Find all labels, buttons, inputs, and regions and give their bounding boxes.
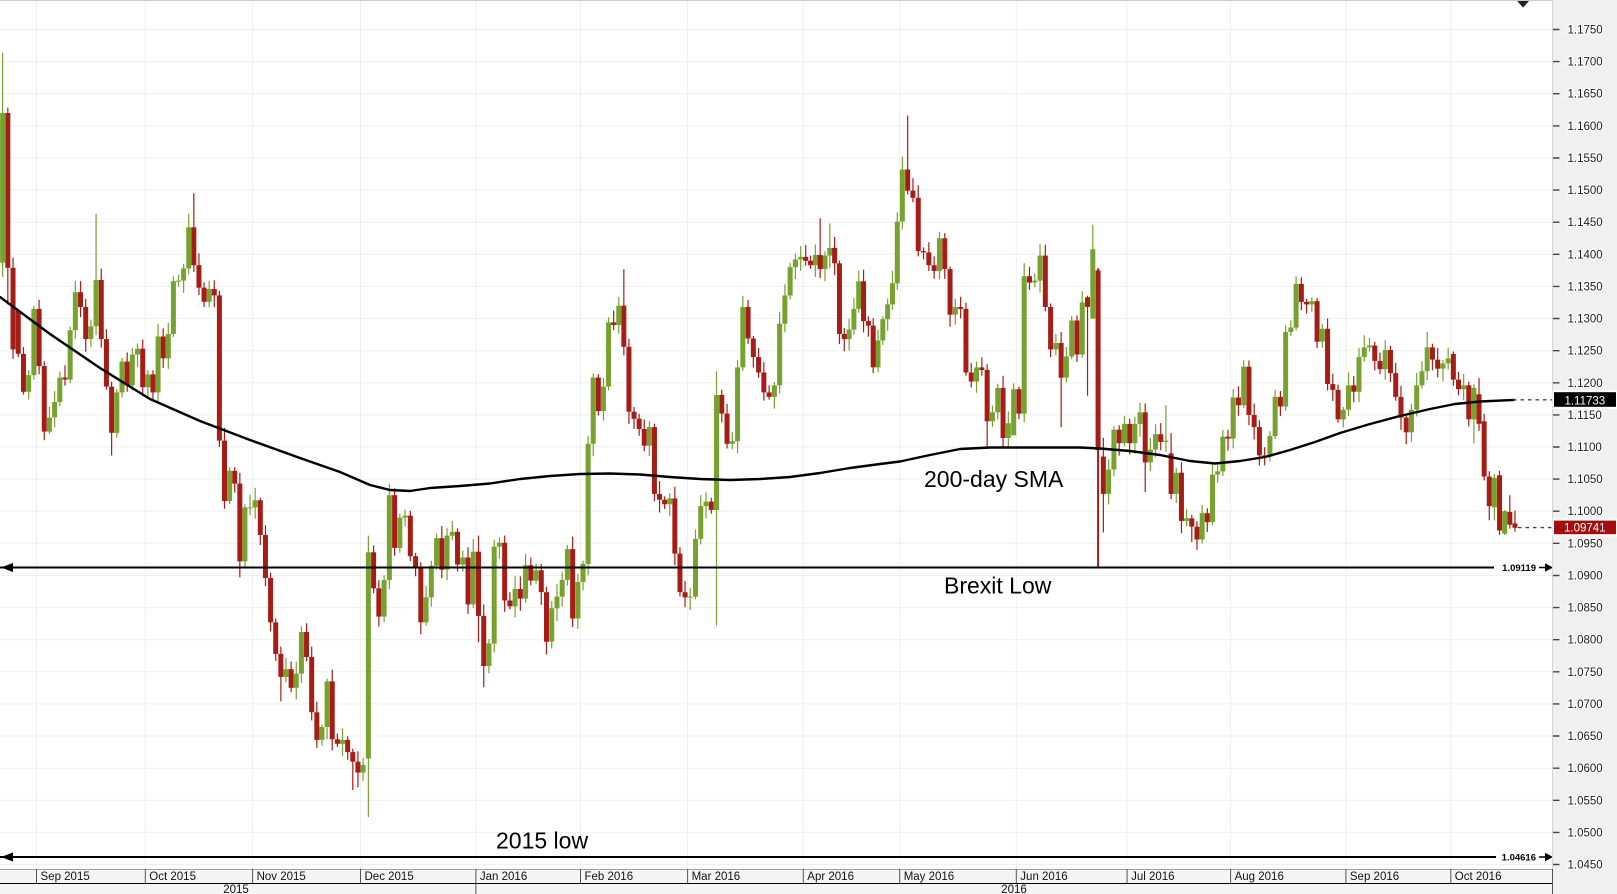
svg-text:1.09119: 1.09119 [1502, 563, 1536, 574]
svg-text:1.0500: 1.0500 [1568, 827, 1603, 839]
svg-text:1.0800: 1.0800 [1568, 635, 1603, 647]
svg-text:Oct 2016: Oct 2016 [1455, 871, 1502, 883]
svg-text:Sep 2015: Sep 2015 [41, 871, 90, 883]
svg-text:1.1450: 1.1450 [1568, 217, 1603, 229]
svg-text:1.0700: 1.0700 [1568, 699, 1603, 711]
svg-text:Brexit Low: Brexit Low [944, 573, 1052, 599]
svg-text:1.04616: 1.04616 [1502, 853, 1536, 864]
svg-text:Aug 2016: Aug 2016 [1235, 871, 1284, 883]
svg-text:1.1750: 1.1750 [1568, 25, 1603, 37]
svg-text:1.11733: 1.11733 [1564, 395, 1605, 407]
svg-text:1.1400: 1.1400 [1568, 249, 1603, 261]
svg-text:1.0900: 1.0900 [1568, 571, 1603, 583]
svg-text:Oct 2015: Oct 2015 [149, 871, 196, 883]
svg-text:2015: 2015 [223, 884, 249, 894]
svg-text:May 2016: May 2016 [904, 871, 955, 883]
svg-text:1.1350: 1.1350 [1568, 281, 1603, 293]
svg-text:1.1600: 1.1600 [1568, 121, 1603, 133]
svg-text:Jun 2016: Jun 2016 [1020, 871, 1067, 883]
svg-text:1.0750: 1.0750 [1568, 667, 1603, 679]
svg-text:1.0850: 1.0850 [1568, 603, 1603, 615]
svg-text:1.1100: 1.1100 [1568, 442, 1602, 454]
svg-text:2015 low: 2015 low [496, 828, 588, 854]
svg-text:Apr 2016: Apr 2016 [807, 871, 854, 883]
svg-text:1.1150: 1.1150 [1568, 410, 1602, 422]
svg-text:Nov 2015: Nov 2015 [257, 871, 306, 883]
svg-text:1.1050: 1.1050 [1568, 474, 1603, 486]
svg-text:Sep 2016: Sep 2016 [1350, 871, 1399, 883]
svg-text:2016: 2016 [1001, 884, 1027, 894]
svg-text:1.1650: 1.1650 [1568, 89, 1603, 101]
svg-text:1.09741: 1.09741 [1564, 523, 1606, 535]
svg-text:Jan 2016: Jan 2016 [480, 871, 527, 883]
svg-text:1.1700: 1.1700 [1568, 57, 1603, 69]
svg-text:1.1200: 1.1200 [1568, 378, 1603, 390]
svg-text:1.0550: 1.0550 [1568, 795, 1603, 807]
svg-text:1.1300: 1.1300 [1568, 314, 1603, 326]
svg-text:1.1000: 1.1000 [1568, 506, 1603, 518]
svg-text:1.1500: 1.1500 [1568, 185, 1603, 197]
svg-text:1.0450: 1.0450 [1568, 860, 1603, 872]
svg-text:200-day SMA: 200-day SMA [924, 466, 1064, 492]
svg-text:Feb 2016: Feb 2016 [585, 871, 634, 883]
svg-text:1.1250: 1.1250 [1568, 346, 1603, 358]
svg-text:Jul 2016: Jul 2016 [1131, 871, 1174, 883]
svg-text:1.1550: 1.1550 [1568, 153, 1603, 165]
svg-text:1.0950: 1.0950 [1568, 538, 1603, 550]
svg-text:1.0600: 1.0600 [1568, 763, 1603, 775]
svg-text:Dec 2015: Dec 2015 [365, 871, 414, 883]
svg-text:1.0650: 1.0650 [1568, 731, 1603, 743]
svg-text:Mar 2016: Mar 2016 [692, 871, 741, 883]
